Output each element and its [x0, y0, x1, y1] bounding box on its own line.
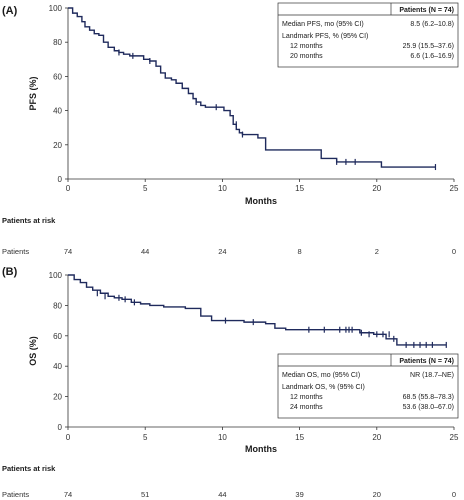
panel-label: (B)	[2, 266, 18, 278]
x-tick-label: 20	[372, 184, 381, 193]
x-tick-label: 5	[143, 433, 148, 442]
y-tick-label: 100	[49, 271, 63, 280]
risk-count: 24	[218, 247, 226, 256]
table-row-label: 24 months	[290, 404, 323, 411]
table-row-value: 6.6 (1.6–16.9)	[410, 53, 454, 60]
risk-title: Patients at risk	[2, 216, 56, 225]
risk-title: Patients at risk	[2, 464, 56, 473]
table-row-label: Landmark OS, % (95% CI)	[282, 384, 365, 391]
y-axis-label: OS (%)	[28, 336, 38, 366]
table-row-label: 12 months	[290, 43, 323, 50]
x-tick-label: 10	[218, 184, 227, 193]
risk-count: 20	[373, 490, 381, 499]
x-tick-label: 0	[66, 184, 71, 193]
risk-count: 44	[218, 490, 226, 499]
risk-count: 44	[141, 247, 149, 256]
y-tick-label: 60	[53, 72, 62, 81]
risk-count: 8	[298, 247, 302, 256]
y-tick-label: 80	[53, 38, 62, 47]
y-tick-label: 0	[58, 423, 63, 432]
table-row-value: 53.6 (38.0–67.0)	[403, 404, 454, 411]
risk-count: 2	[375, 247, 379, 256]
risk-row-label: Patients	[2, 247, 29, 256]
y-tick-label: 100	[49, 4, 63, 13]
table-row-label: Landmark PFS, % (95% CI)	[282, 33, 368, 40]
risk-count: 51	[141, 490, 149, 499]
x-tick-label: 15	[295, 184, 304, 193]
table-row-value: 68.5 (55.8–78.3)	[403, 394, 454, 401]
table-row-value: 8.5 (6.2–10.8)	[410, 21, 454, 28]
table-row-label: 20 months	[290, 53, 323, 60]
x-tick-label: 10	[218, 433, 227, 442]
table-header: Patients (N = 74)	[399, 7, 454, 14]
y-tick-label: 0	[58, 175, 63, 184]
summary-table: Patients (N = 74) Median PFS, mo (95% CI)…	[277, 2, 459, 68]
table-border	[277, 2, 459, 68]
y-tick-label: 20	[53, 393, 62, 402]
y-tick-label: 80	[53, 301, 62, 310]
panel-label: (A)	[2, 5, 18, 17]
risk-row-label: Patients	[2, 490, 29, 499]
x-axis-label: Months	[245, 444, 277, 454]
risk-count: 74	[64, 490, 72, 499]
x-tick-label: 15	[295, 433, 304, 442]
summary-table: Patients (N = 74) Median OS, mo (95% CI) N…	[277, 353, 459, 419]
table-row-label: Median OS, mo (95% CI)	[282, 372, 360, 379]
table-row-value: 25.9 (15.5–37.6)	[403, 43, 454, 50]
risk-count: 39	[295, 490, 303, 499]
x-tick-label: 20	[372, 433, 381, 442]
table-row-value: NR (18.7–NE)	[410, 372, 454, 379]
risk-count: 74	[64, 247, 72, 256]
table-row-label: Median PFS, mo (95% CI)	[282, 21, 364, 28]
y-tick-label: 60	[53, 332, 62, 341]
table-row-label: 12 months	[290, 394, 323, 401]
table-header: Patients (N = 74)	[399, 358, 454, 365]
risk-count: 0	[452, 490, 456, 499]
x-tick-label: 0	[66, 433, 71, 442]
x-axis-label: Months	[245, 196, 277, 206]
x-tick-label: 5	[143, 184, 148, 193]
y-axis-label: PFS (%)	[28, 76, 38, 110]
risk-count: 0	[452, 247, 456, 256]
table-border	[277, 353, 459, 419]
survival-curve	[68, 7, 436, 168]
x-tick-label: 25	[450, 184, 459, 193]
y-tick-label: 40	[53, 362, 62, 371]
y-tick-label: 20	[53, 141, 62, 150]
x-tick-label: 25	[450, 433, 459, 442]
y-tick-label: 40	[53, 107, 62, 116]
